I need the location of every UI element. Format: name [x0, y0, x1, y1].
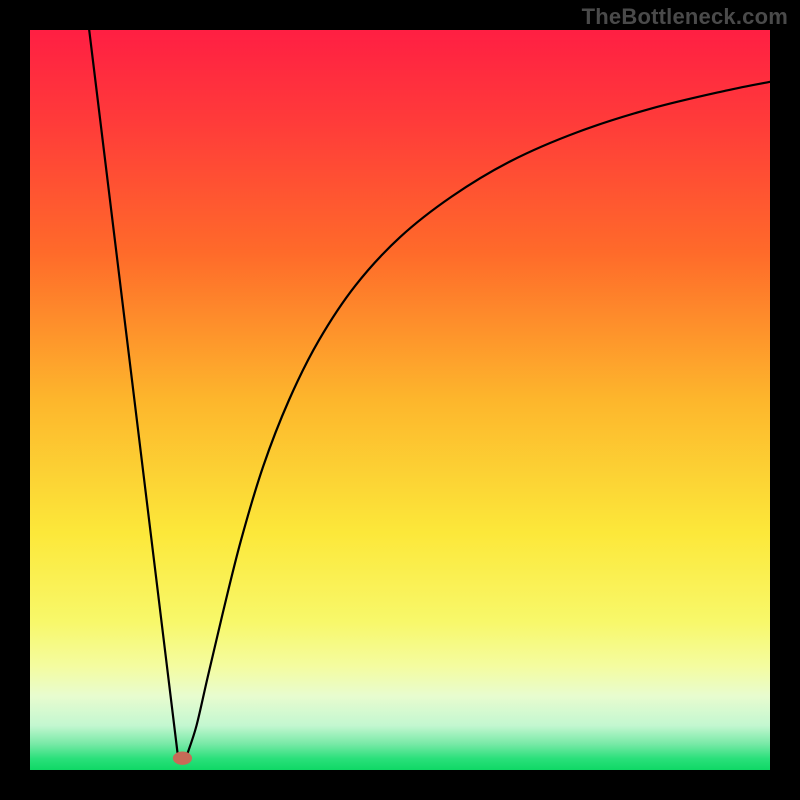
plot-background [30, 30, 770, 770]
chart-container: TheBottleneck.com [0, 0, 800, 800]
bottleneck-chart [0, 0, 800, 800]
watermark-text: TheBottleneck.com [582, 4, 788, 30]
minimum-marker [173, 752, 192, 765]
